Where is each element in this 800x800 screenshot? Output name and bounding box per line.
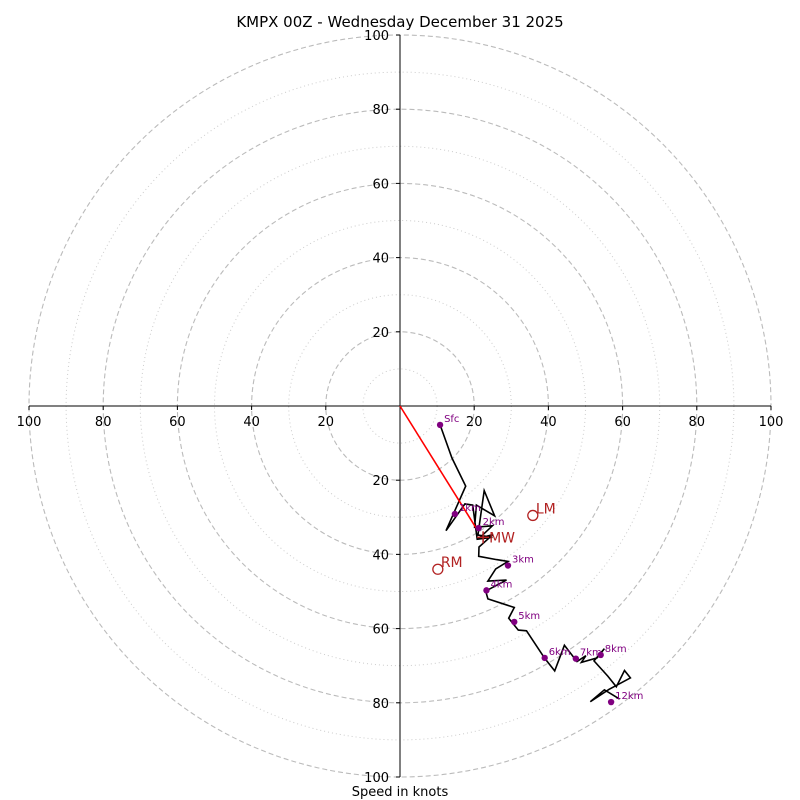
x-tick-label: 60 — [169, 415, 186, 430]
y-tick-label: 40 — [372, 548, 389, 563]
x-tick-label: 100 — [17, 415, 42, 430]
height-label-4km: 4km — [490, 579, 512, 590]
height-marker-2km — [475, 524, 482, 532]
y-tick-label: 20 — [372, 326, 389, 341]
x-tick-label: 40 — [540, 415, 557, 430]
y-tick-label: 40 — [372, 252, 389, 267]
height-marker-5km — [511, 618, 518, 626]
height-marker-1km — [451, 510, 459, 518]
y-tick-label: 100 — [364, 29, 389, 44]
height-marker-Sfc — [436, 421, 444, 429]
y-tick-label: 80 — [372, 697, 389, 712]
storm-motion-layer: LM RM MW — [399, 405, 556, 575]
x-tick-label: 80 — [689, 415, 706, 430]
x-tick-label: 60 — [614, 415, 631, 430]
height-label-6km: 6km — [549, 647, 571, 658]
height-label-1km: 1km — [459, 503, 481, 514]
height-label-5km: 5km — [518, 611, 540, 622]
height-label-8km: 8km — [605, 644, 627, 655]
right-mover-marker — [432, 563, 444, 575]
mean-wind-label: MW — [489, 530, 515, 546]
y-tick-label: 20 — [372, 474, 389, 489]
height-label-Sfc: Sfc — [444, 414, 459, 425]
hodograph-series — [439, 424, 632, 703]
y-tick-label: 100 — [364, 771, 389, 786]
right-mover-label: RM — [441, 555, 463, 571]
height-label-7km: 7km — [580, 648, 602, 659]
height-label-3km: 3km — [512, 555, 534, 566]
height-marker-7km — [572, 655, 580, 662]
height-marker-8km — [597, 651, 604, 659]
y-tick-label: 80 — [372, 103, 389, 118]
height-marker-4km — [483, 587, 490, 594]
height-label-2km: 2km — [483, 517, 505, 528]
height-marker-3km — [504, 562, 512, 569]
hodograph-line — [439, 424, 632, 703]
x-tick-label: 20 — [466, 415, 483, 430]
x-tick-label: 80 — [95, 415, 112, 430]
x-tick-label: 40 — [243, 415, 260, 430]
x-tick-label: 100 — [759, 415, 784, 430]
height-marker-6km — [541, 654, 548, 662]
storm-motion-line — [399, 405, 479, 531]
y-tick-label: 60 — [372, 623, 389, 638]
chart-title: KMPX 00Z - Wednesday December 31 2025 — [236, 13, 563, 31]
height-label-12km: 12km — [615, 691, 643, 702]
left-mover-marker — [527, 509, 539, 522]
x-tick-label: 20 — [318, 415, 335, 430]
left-mover-label: LM — [536, 501, 556, 517]
tick-labels: 100 80 60 40 20 20 40 60 80 100 100 80 60 40 20 20 40 60 8… — [17, 29, 784, 786]
y-tick-label: 60 — [372, 177, 389, 192]
x-axis-label: Speed in knots — [352, 785, 449, 800]
height-marker-12km — [607, 698, 615, 706]
